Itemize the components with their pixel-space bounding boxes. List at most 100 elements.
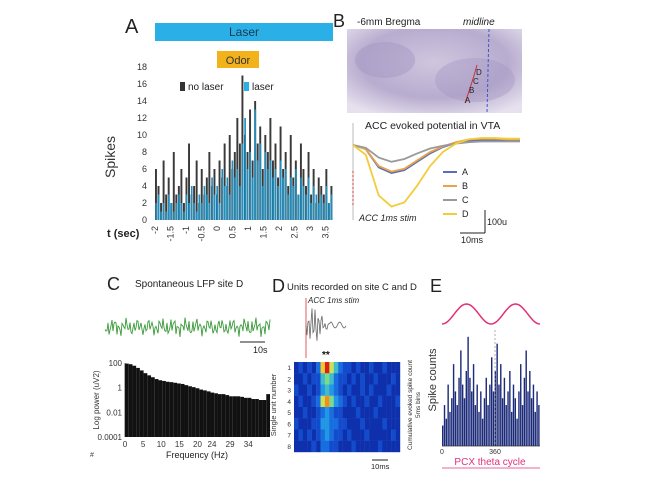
heatmap-cell (329, 384, 334, 396)
panel-a-bar-laser (193, 203, 196, 220)
panel-e-bar (516, 418, 518, 446)
odor-bar (217, 51, 259, 68)
panel-c-bar (143, 373, 148, 437)
panel-a-bar-laser (290, 177, 292, 220)
panel-a: A Laser Odor no laser laser Spikes 0 2 4 6 8… (95, 5, 340, 250)
panel-d: D Units recorded on site C and D ACC 1ms… (262, 270, 432, 471)
panel-d-ytick: 5 (287, 410, 291, 417)
panel-a-bar-laser (213, 194, 216, 220)
panel-c-chart: C Spontaneous LFP site D 10s Log power (… (90, 274, 271, 460)
heatmap-cell (298, 418, 304, 430)
panel-a-xtick: 0.5 (227, 226, 237, 239)
panel-e-bar (538, 405, 540, 446)
panel-a-bar-no-laser (208, 152, 211, 220)
heatmap-cell (360, 362, 365, 374)
panel-c-corner-mark: # (90, 452, 94, 459)
panel-a-bar-laser (312, 186, 315, 220)
heatmap-cell (311, 384, 317, 396)
panel-a-bar-laser (175, 203, 178, 220)
heatmap-cell (320, 362, 326, 374)
heatmap-cell (364, 373, 370, 385)
panel-d-scale-label: 10ms (371, 462, 390, 470)
heatmap-cell (329, 362, 334, 374)
heatmap-cell (316, 362, 321, 374)
heatmap-cell (324, 429, 330, 441)
panel-c: C Spontaneous LFP site D 10s Log power (… (85, 265, 285, 465)
heatmap-cell (377, 429, 383, 441)
laser-bar (155, 23, 333, 41)
midline-line (486, 28, 490, 114)
heatmap-cell (386, 395, 392, 408)
heatmap-cell (364, 395, 370, 408)
panel-e-bar (480, 391, 482, 446)
panel-c-xtick: 34 (244, 440, 253, 449)
heatmap-cell (324, 418, 330, 430)
panel-a-bar-laser (269, 160, 272, 220)
panel-a-bar-laser (173, 211, 175, 220)
heatmap-cell (320, 373, 326, 385)
panel-a-bar-no-laser (172, 152, 175, 220)
heatmap-cell (294, 362, 299, 374)
panel-e-bar (492, 391, 495, 446)
panel-a-bar-laser (277, 186, 279, 220)
heatmap-cell (294, 440, 299, 453)
heatmap-cell (338, 373, 343, 385)
evoked-legend-label: B (462, 181, 468, 191)
heatmap-cell (324, 362, 330, 374)
panel-a-bar-laser (330, 194, 333, 220)
heatmap-cell (338, 384, 343, 396)
panel-a-bar-laser (168, 194, 170, 220)
panel-c-bar (177, 383, 181, 437)
panel-a-bar-no-laser (162, 160, 165, 220)
panel-a-bar-laser (318, 203, 320, 220)
panel-a-bar-laser (300, 177, 302, 220)
panel-e-bar (454, 391, 457, 446)
heatmap-cell (333, 395, 339, 408)
heatmap-cell (329, 418, 334, 430)
panel-a-bar-laser (272, 177, 274, 220)
panel-a-letter: A (125, 16, 139, 38)
heatmap-cell (298, 384, 304, 396)
heatmap-cell (382, 429, 387, 441)
heatmap-cell (333, 373, 339, 385)
heatmap-cell (311, 429, 317, 441)
evoked-trace-c (352, 140, 520, 163)
panel-c-bar (217, 394, 222, 437)
panel-a-bar-laser (180, 203, 183, 220)
panel-c-bar (232, 396, 237, 437)
panel-e-bar (500, 364, 502, 446)
histology-blob (355, 42, 415, 78)
heatmap-cell (302, 395, 308, 408)
heatmap-cell (302, 373, 308, 385)
panel-a-bar-laser (211, 177, 213, 220)
heatmap-cell (386, 384, 392, 396)
scale-volt-label: 100u (487, 217, 507, 227)
panel-a-bar-no-laser (317, 177, 320, 220)
unit-waveform (305, 308, 347, 341)
panel-c-xtick: 10 (157, 440, 166, 449)
heatmap-cell (311, 440, 317, 453)
heatmap-cell (302, 418, 308, 430)
heatmap-cell (311, 407, 317, 419)
panel-a-bar-laser (320, 194, 323, 220)
panel-a-bar-laser (160, 211, 163, 220)
panel-c-bar (136, 367, 140, 437)
panel-c-bar (206, 391, 211, 437)
panel-c-bar (247, 397, 252, 437)
panel-a-xtick: -0.5 (196, 226, 206, 242)
heatmap-cell (342, 429, 348, 441)
heatmap-cell (342, 395, 348, 408)
heatmap-cell (342, 407, 348, 419)
heatmap-cell (347, 418, 352, 430)
panel-c-bar (243, 397, 248, 437)
theta-cycle-curve (441, 303, 541, 325)
heatmap-cell (329, 407, 334, 419)
panel-c-xtick: 15 (175, 440, 184, 449)
heatmap-cell (298, 429, 304, 441)
panel-c-bar (165, 381, 170, 437)
panel-c-xtick: 20 (193, 440, 202, 449)
heatmap-cell (382, 418, 387, 430)
panel-a-bar-laser (262, 186, 264, 220)
heatmap-cell (364, 429, 370, 441)
heatmap-cell (316, 440, 321, 453)
